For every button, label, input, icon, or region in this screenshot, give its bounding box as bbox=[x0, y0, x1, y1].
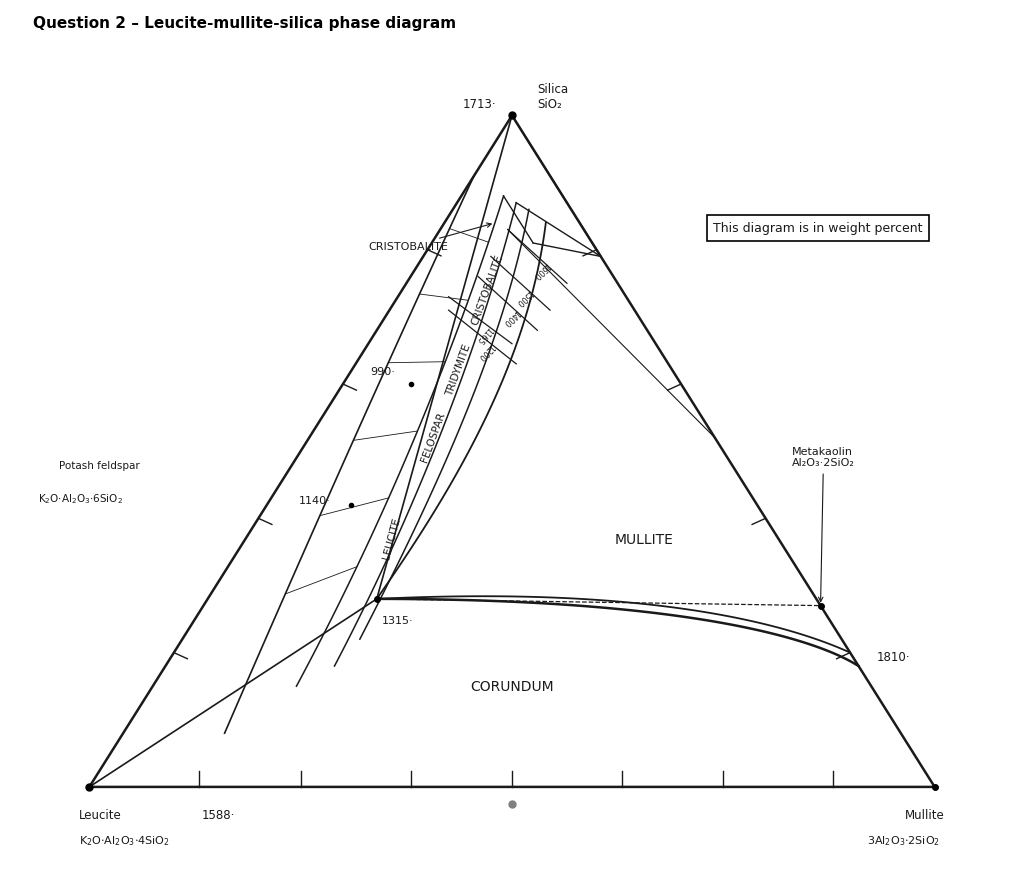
Text: Metakaolin
Al₂O₃·2SiO₂: Metakaolin Al₂O₃·2SiO₂ bbox=[793, 446, 855, 602]
Text: Silica
SiO₂: Silica SiO₂ bbox=[538, 83, 568, 111]
Text: Leucite: Leucite bbox=[79, 808, 122, 821]
Text: 1315·: 1315· bbox=[382, 617, 414, 626]
Text: CORUNDUM: CORUNDUM bbox=[470, 680, 554, 694]
Text: 1400: 1400 bbox=[501, 308, 521, 328]
Text: CRISTOBALITE: CRISTOBALITE bbox=[470, 254, 505, 327]
Text: TRIDYMITE: TRIDYMITE bbox=[444, 344, 472, 398]
Text: Potash feldspar: Potash feldspar bbox=[58, 460, 139, 471]
Text: 1140·: 1140· bbox=[299, 495, 331, 506]
Text: 1810·: 1810· bbox=[877, 651, 910, 664]
Text: 1200: 1200 bbox=[475, 341, 496, 362]
Text: K$_2$O$\cdot$Al$_2$O$_3$$\cdot$4SiO$_2$: K$_2$O$\cdot$Al$_2$O$_3$$\cdot$4SiO$_2$ bbox=[79, 835, 170, 848]
Text: 1713·: 1713· bbox=[463, 98, 497, 111]
Text: 990·: 990· bbox=[371, 367, 395, 377]
Text: 1165: 1165 bbox=[474, 324, 494, 345]
Text: Question 2 – Leucite-mullite-silica phase diagram: Question 2 – Leucite-mullite-silica phas… bbox=[34, 16, 457, 31]
Text: Mullite: Mullite bbox=[905, 808, 945, 821]
Text: FELOSPAR: FELOSPAR bbox=[419, 412, 446, 464]
Text: 1588·: 1588· bbox=[202, 808, 234, 821]
Text: MULLITE: MULLITE bbox=[615, 533, 674, 547]
Text: K$_2$O$\cdot$Al$_2$O$_3$$\cdot$6SiO$_2$: K$_2$O$\cdot$Al$_2$O$_3$$\cdot$6SiO$_2$ bbox=[39, 493, 124, 506]
Text: 1500: 1500 bbox=[513, 288, 534, 308]
Text: 3Al$_2$O$_3$$\cdot$2SiO$_2$: 3Al$_2$O$_3$$\cdot$2SiO$_2$ bbox=[866, 835, 940, 848]
Text: LEUCITE: LEUCITE bbox=[381, 516, 401, 561]
Text: This diagram is in weight percent: This diagram is in weight percent bbox=[713, 221, 923, 235]
Text: 1600: 1600 bbox=[530, 261, 551, 281]
Text: CRISTOBALITE: CRISTOBALITE bbox=[369, 223, 492, 252]
